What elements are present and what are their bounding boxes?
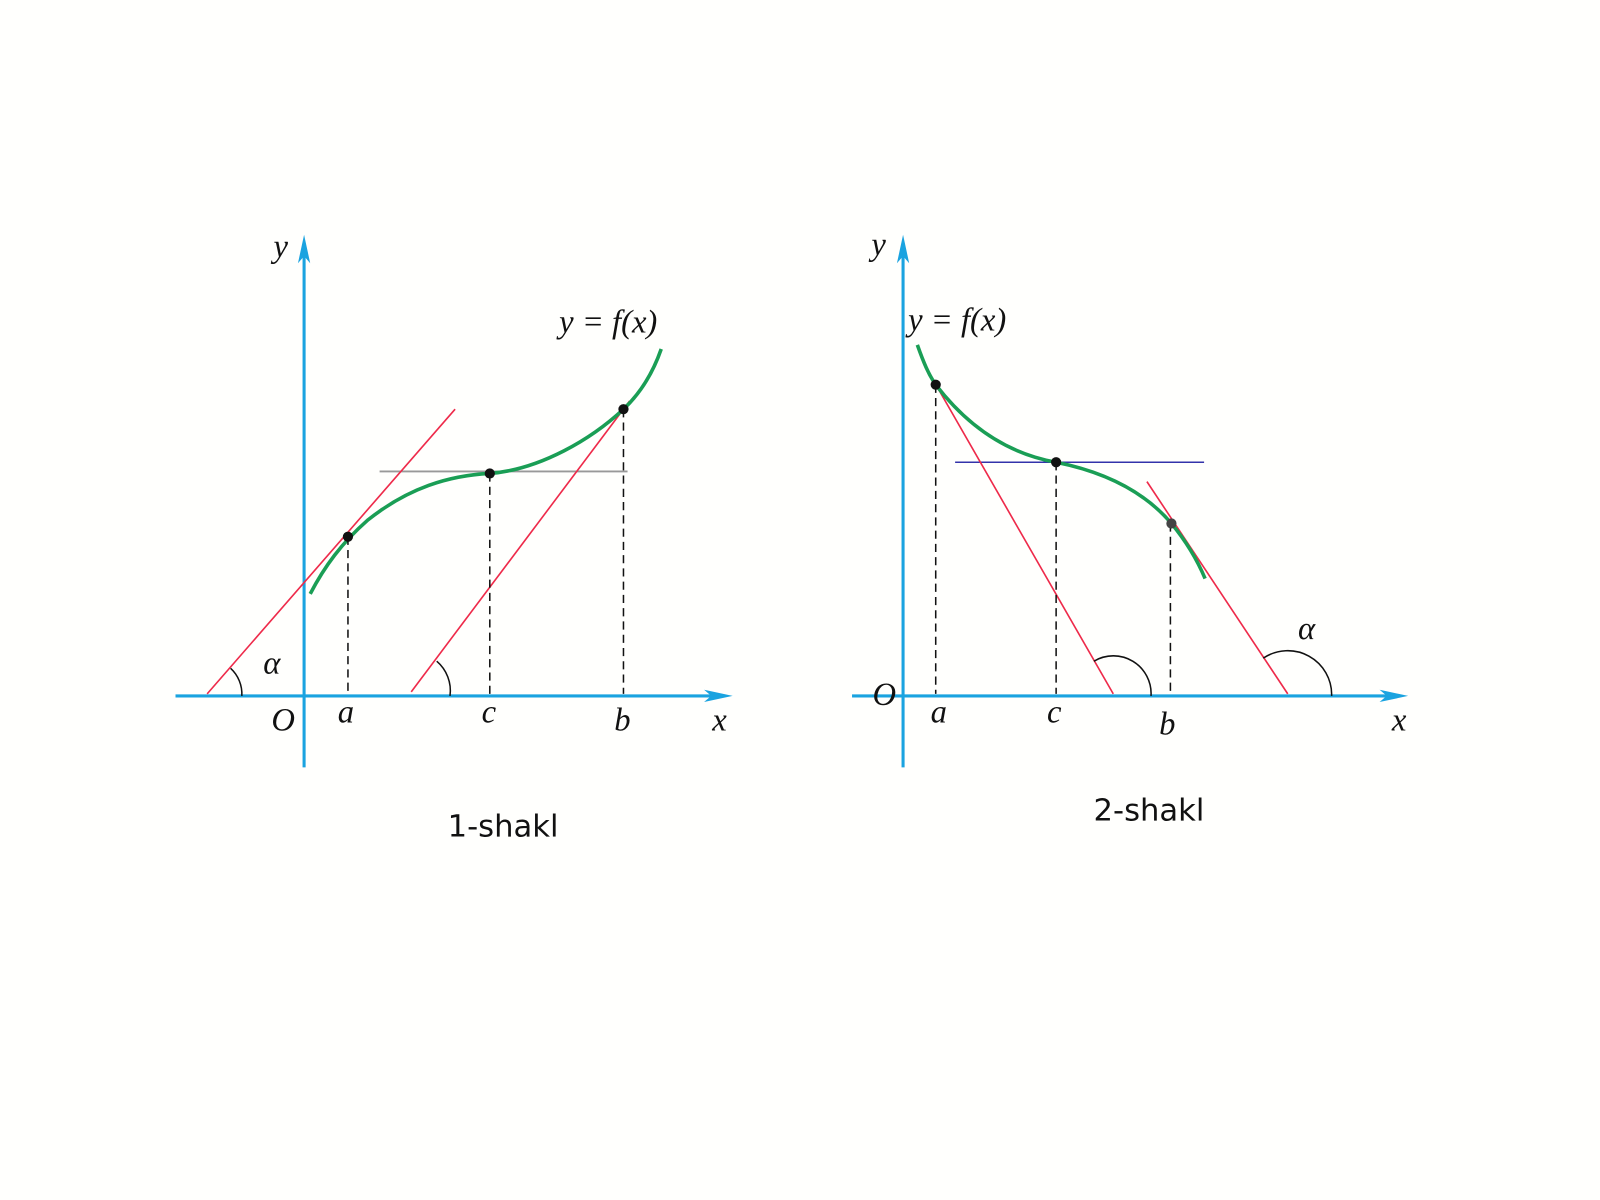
point-a	[342, 531, 354, 542]
figure-1: y x O a c b α y = f(x) 1-shakl	[175, 229, 733, 845]
point-label: c	[1047, 694, 1062, 730]
point-c	[484, 468, 495, 479]
caption: 2-shakl	[1094, 793, 1205, 828]
origin-label: O	[872, 677, 896, 713]
origin-label: O	[271, 703, 295, 739]
x-label: x	[711, 703, 727, 739]
angle-arc	[436, 660, 452, 697]
point-b	[618, 404, 629, 415]
angle-label: α	[263, 645, 281, 681]
y-label: y	[868, 227, 886, 263]
point-label: c	[482, 694, 497, 730]
secant-b	[410, 400, 631, 693]
angle-label: α	[1298, 611, 1316, 647]
y-label: y	[270, 229, 288, 265]
x-arrow	[1379, 689, 1409, 703]
point-label: a	[931, 694, 947, 730]
y-arrow	[297, 234, 311, 264]
angle-arc	[1093, 655, 1152, 696]
tangent-a	[206, 408, 456, 695]
tangent-a	[929, 375, 1114, 695]
point-label: b	[1159, 707, 1175, 743]
x-label: x	[1391, 703, 1407, 739]
point-c	[1051, 457, 1062, 468]
y-arrow	[896, 234, 910, 264]
point-label: a	[338, 694, 354, 730]
point-a	[930, 379, 941, 390]
figure-2: y x O a c b α y = f(x) 2-shakl	[852, 227, 1409, 828]
angle-arc	[230, 667, 243, 696]
x-arrow	[704, 689, 733, 703]
tangent-b	[1146, 481, 1289, 695]
angle-arc	[1262, 649, 1333, 696]
function-label: y = f(x)	[556, 305, 657, 341]
point-label: b	[614, 703, 630, 739]
function-label: y = f(x)	[905, 303, 1006, 339]
point-b	[1166, 518, 1177, 529]
caption: 1-shakl	[448, 810, 559, 845]
